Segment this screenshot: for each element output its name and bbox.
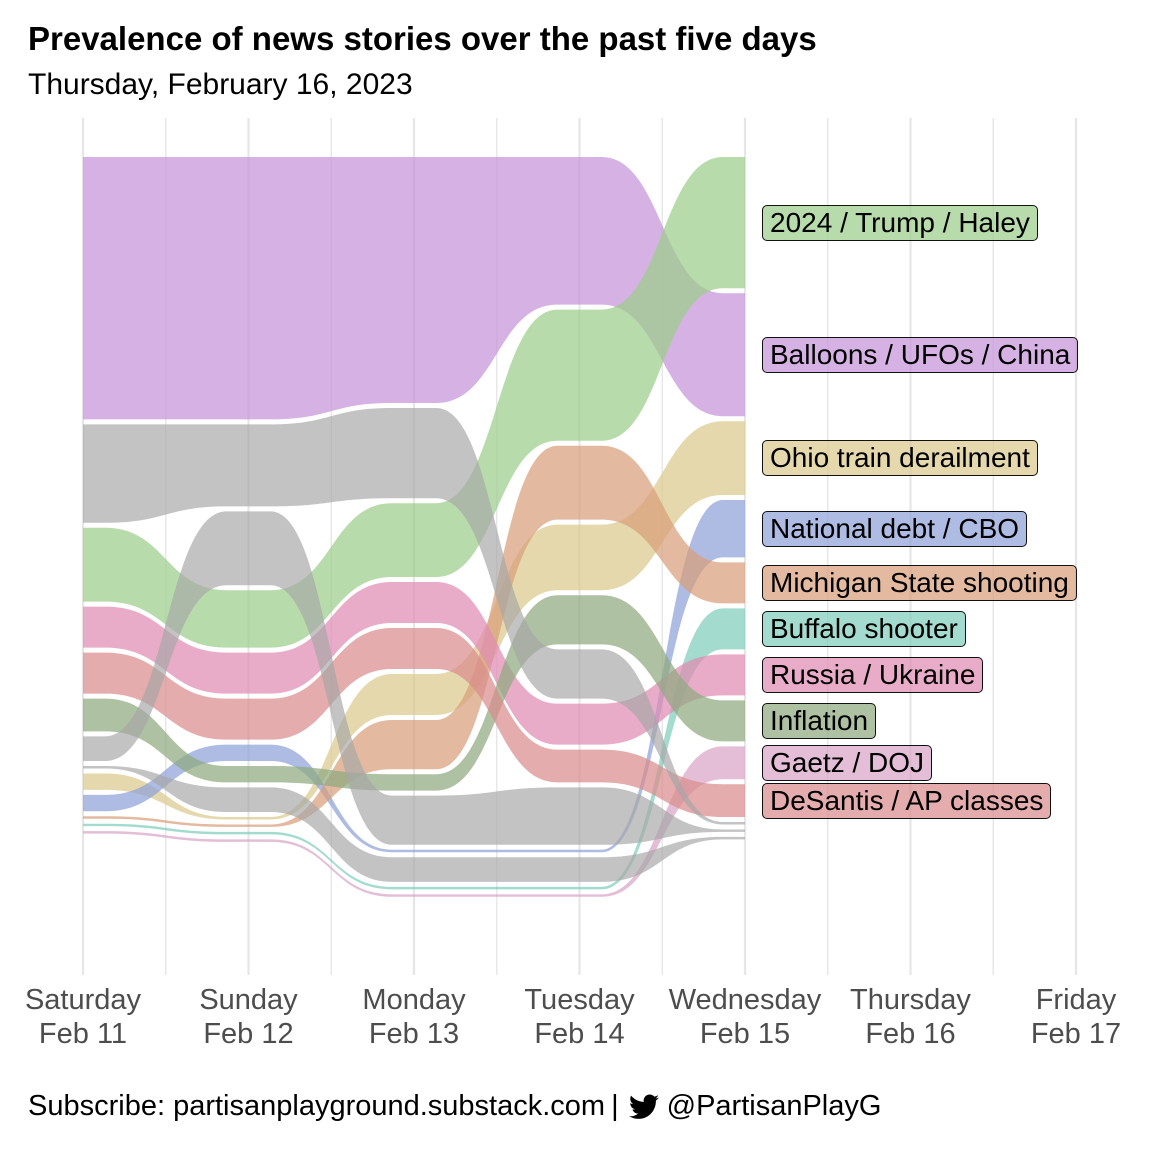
x-tick-date: Feb 11: [38, 1018, 128, 1050]
series-label-michigan-state-shooting: Michigan State shooting: [762, 564, 1077, 601]
stream-ribbon-2024-trump-haley: [83, 157, 745, 648]
x-tick-date: Feb 13: [368, 1018, 460, 1050]
chart-title: Prevalence of news stories over the past…: [28, 20, 817, 57]
x-tick-date: Feb 12: [203, 1018, 294, 1050]
series-label-national-debt-cbo: National debt / CBO: [762, 510, 1028, 547]
stream-ribbon-michigan-state-shooting: [83, 445, 745, 827]
series-label-inflation: Inflation: [762, 702, 877, 739]
x-tick-day: Sunday: [199, 984, 298, 1016]
series-label-desantis-ap-classes: DeSantis / AP classes: [762, 782, 1052, 819]
chart-subtitle: Thursday, February 16, 2023: [28, 68, 413, 101]
stream-ribbon-other: [83, 766, 745, 882]
stream-ribbon-inflation: [83, 595, 745, 791]
x-tick-label: Tuesday Feb 14: [490, 983, 670, 1051]
stream-ribbon-other: [83, 408, 745, 825]
x-tick-day: Monday: [362, 984, 466, 1016]
stream-ribbon-russia-ukraine: [83, 582, 745, 745]
series-label-2024-trump-haley: 2024 / Trump / Haley: [762, 204, 1038, 241]
twitter-bird-icon: [628, 1094, 659, 1119]
x-tick-label: Saturday Feb 11: [0, 983, 173, 1051]
series-label-gaetz-doj: Gaetz / DOJ: [762, 744, 933, 781]
stream-ribbons: [83, 157, 745, 897]
x-tick-date: Feb 16: [865, 1018, 956, 1050]
x-tick-label: Thursday Feb 16: [821, 983, 1001, 1051]
stream-ribbon-desantis-ap-classes: [83, 628, 745, 817]
series-label-ohio-train-derailment: Ohio train derailment: [762, 440, 1038, 477]
footer: Subscribe: partisanplayground.substack.c…: [28, 1090, 881, 1123]
x-tick-day: Friday: [1035, 984, 1117, 1016]
series-label-russia-ukraine: Russia / Ukraine: [762, 656, 984, 693]
x-tick-day: Tuesday: [524, 984, 635, 1016]
stream-ribbon-balloons-ufos-china: [83, 157, 745, 420]
x-tick-day: Wednesday: [668, 984, 822, 1016]
x-tick-day: Thursday: [850, 984, 971, 1016]
footer-separator: |: [611, 1090, 619, 1122]
x-tick-date: Feb 14: [534, 1018, 625, 1050]
series-label-balloons-ufos-china: Balloons / UFOs / China: [762, 336, 1079, 373]
subscribe-link[interactable]: Subscribe: partisanplayground.substack.c…: [28, 1090, 606, 1122]
x-tick-label: Monday Feb 13: [324, 983, 504, 1051]
stream-ribbon-ohio-train-derailment: [83, 421, 745, 820]
x-tick-date: Feb 15: [699, 1018, 791, 1050]
x-tick-day: Saturday: [24, 984, 142, 1016]
x-tick-label: Sunday Feb 12: [159, 983, 339, 1051]
x-tick-date: Feb 17: [1030, 1018, 1122, 1050]
x-tick-label: Wednesday Feb 15: [655, 983, 835, 1051]
series-label-buffalo-shooter: Buffalo shooter: [762, 610, 966, 647]
twitter-handle[interactable]: @PartisanPlayG: [666, 1090, 882, 1122]
x-tick-label: Friday Feb 17: [986, 983, 1152, 1051]
